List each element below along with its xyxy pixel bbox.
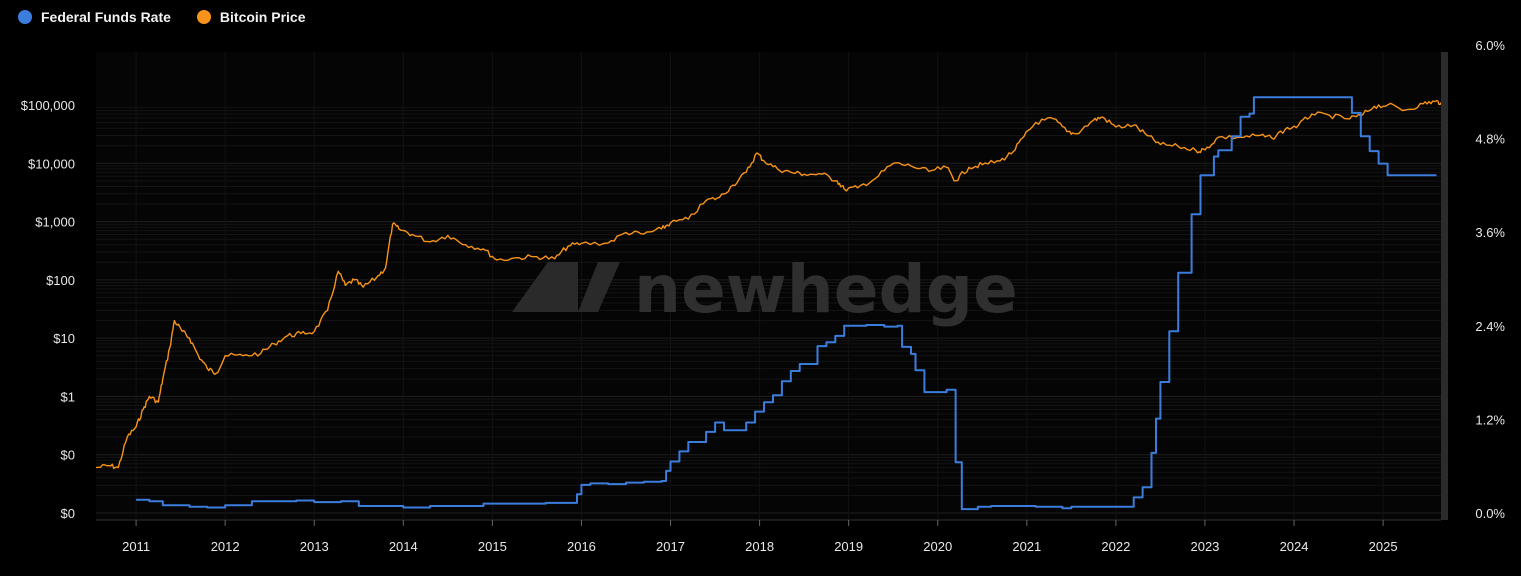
watermark: newhedge [512, 251, 1018, 328]
legend-item-federal-funds-rate[interactable]: Federal Funds Rate [18, 9, 171, 25]
legend-dot-bitcoin-price [196, 10, 211, 24]
y-left-tick-label-1: $0 [61, 448, 75, 463]
x-tick-label-2020: 2020 [923, 539, 952, 554]
x-tick-label-2014: 2014 [389, 539, 418, 554]
watermark-text: newhedge [634, 251, 1018, 328]
y-right-tick-label-2: 2.4% [1475, 319, 1505, 334]
y-left-tick-label-4: $100 [46, 273, 75, 288]
y-right-tick-label-4: 4.8% [1475, 132, 1505, 147]
y-right-tick-label-1: 1.2% [1475, 412, 1505, 427]
series-line-bitcoin-price[interactable] [95, 99, 1442, 470]
y-left-tick-label-5: $1,000 [35, 215, 75, 230]
x-tick-label-2013: 2013 [300, 539, 329, 554]
x-tick-label-2011: 2011 [122, 539, 150, 554]
legend-label-bitcoin-price: Bitcoin Price [219, 9, 306, 25]
x-tick-label-2018: 2018 [745, 539, 774, 554]
legend-dot-federal-funds-rate [18, 10, 32, 24]
y-left-tick-label-7: $100,000 [21, 98, 75, 113]
scroll-edge [1441, 52, 1448, 520]
x-tick-label-2019: 2019 [834, 539, 863, 554]
axis-layer: 2011 2012 2013 2014 2015 2016 2017 2018 2019 2020… [21, 38, 1506, 554]
x-tick-label-2021: 2021 [1012, 539, 1041, 554]
x-tick-label-2016: 2016 [567, 539, 596, 554]
series-layer [95, 96, 1442, 511]
watermark-logo-left [512, 262, 578, 312]
y-right-tick-label-5: 6.0% [1475, 38, 1505, 53]
legend: Federal Funds Rate Bitcoin Price [18, 9, 306, 25]
x-tick-label-2017: 2017 [656, 539, 685, 554]
y-left-tick-label-2: $1 [61, 389, 75, 404]
y-right-tick-label-0: 0.0% [1475, 506, 1505, 521]
legend-label-federal-funds-rate: Federal Funds Rate [41, 9, 171, 25]
x-tick-label-2022: 2022 [1101, 539, 1130, 554]
x-tick-label-2015: 2015 [478, 539, 507, 554]
x-tick-label-2023: 2023 [1190, 539, 1219, 554]
x-tick-label-2024: 2024 [1280, 539, 1309, 554]
x-tick-label-2012: 2012 [211, 539, 240, 554]
y-right-tick-label-3: 3.6% [1475, 225, 1505, 240]
y-left-tick-label-6: $10,000 [28, 156, 75, 171]
grid-layer [96, 52, 1441, 520]
y-left-tick-label-0: $0 [61, 506, 75, 521]
series-line-federal-funds-rate[interactable] [136, 96, 1437, 511]
legend-item-bitcoin-price[interactable]: Bitcoin Price [196, 9, 306, 25]
x-tick-label-2025: 2025 [1369, 539, 1398, 554]
y-left-tick-label-3: $10 [53, 331, 75, 346]
watermark-logo-right [578, 262, 620, 312]
